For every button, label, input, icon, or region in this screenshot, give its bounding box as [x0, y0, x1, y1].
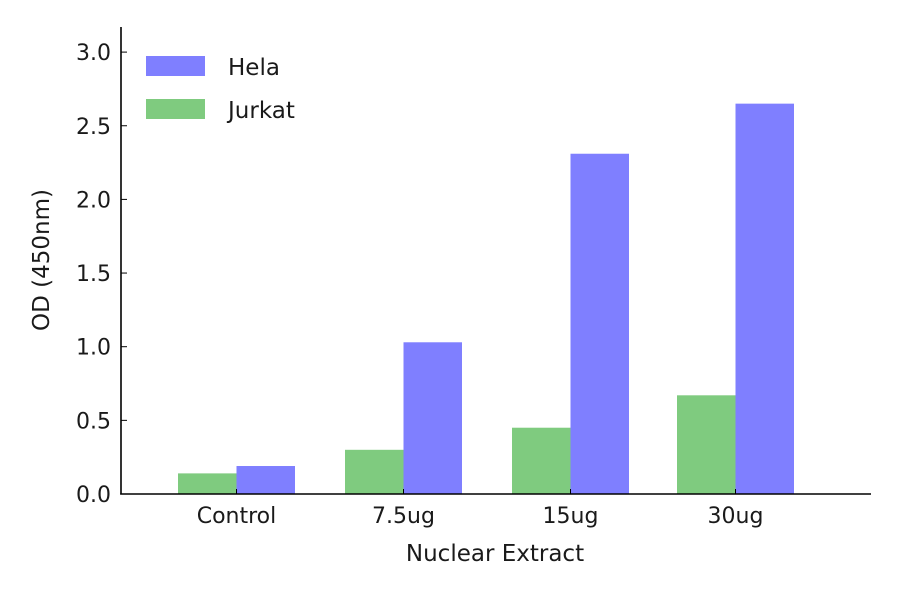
y-tick-label: 1.0 — [76, 336, 111, 361]
bar-jurkat-control — [178, 473, 237, 494]
bar-hela-15ug — [570, 153, 629, 494]
y-tick-label: 0.5 — [76, 409, 111, 434]
legend: Hela Jurkat — [146, 55, 295, 124]
x-tick-label: Control — [197, 504, 277, 529]
x-tick-label: 30ug — [708, 504, 764, 529]
x-tick-label: 15ug — [543, 504, 599, 529]
bar-jurkat-15ug — [512, 427, 571, 494]
y-axis-ticks: 0.0 0.5 1.0 1.5 2.0 2.5 3.0 — [76, 41, 127, 508]
y-tick-label: 2.0 — [76, 188, 111, 213]
y-tick-label: 2.5 — [76, 115, 111, 140]
bar-hela-30ug — [735, 103, 794, 494]
x-tick-label: 7.5ug — [372, 504, 435, 529]
legend-swatch-hela — [146, 56, 205, 76]
legend-label-jurkat: Jurkat — [226, 98, 295, 124]
y-tick-label: 1.5 — [76, 262, 111, 287]
y-tick-label: 3.0 — [76, 41, 111, 66]
bar-jurkat-7-5ug — [345, 449, 404, 494]
x-axis-label: Nuclear Extract — [406, 541, 584, 567]
bar-hela-control — [236, 466, 295, 494]
y-axis-label: OD (450nm) — [29, 189, 55, 331]
bar-jurkat-30ug — [677, 395, 736, 494]
x-axis-ticks: Control 7.5ug 15ug 30ug — [197, 489, 764, 529]
y-tick-label: 0.0 — [76, 483, 111, 508]
bar-hela-7-5ug — [403, 342, 462, 494]
bars-group — [178, 103, 794, 494]
legend-swatch-jurkat — [146, 99, 205, 119]
legend-label-hela: Hela — [228, 55, 280, 81]
